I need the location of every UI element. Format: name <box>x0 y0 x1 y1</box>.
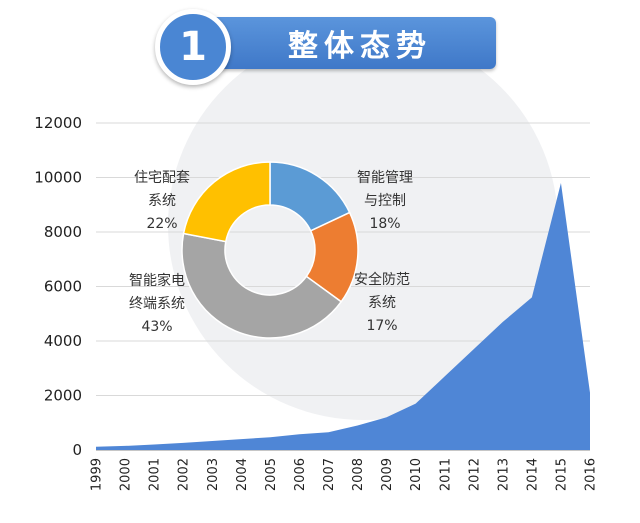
pie-label: 智能家电终端系统 43% <box>129 272 185 335</box>
section-number: 1 <box>179 24 207 70</box>
y-tick-label: 10000 <box>34 169 82 187</box>
x-tick-label: 2002 <box>177 458 192 491</box>
x-tick-label: 2000 <box>119 458 134 491</box>
pie-label: 智能管理与控制 18% <box>357 170 413 232</box>
x-tick-label: 2016 <box>584 458 599 491</box>
y-tick-label: 4000 <box>44 332 82 350</box>
y-tick-label: 12000 <box>34 114 82 132</box>
x-tick-label: 1999 <box>90 458 105 491</box>
x-tick-label: 2011 <box>438 458 453 491</box>
x-tick-label: 2003 <box>206 458 221 491</box>
y-tick-label: 8000 <box>44 223 82 241</box>
pie-slice <box>182 161 271 243</box>
x-tick-label: 2013 <box>496 458 511 491</box>
x-tick-label: 2005 <box>264 458 279 491</box>
section-number-badge: 1 <box>155 9 231 85</box>
pie-label: 住宅配套系统 22% <box>134 170 190 232</box>
x-tick-label: 2008 <box>351 458 366 491</box>
pie-slice <box>181 232 343 339</box>
y-tick-label: 6000 <box>44 278 82 296</box>
x-tick-label: 2014 <box>525 458 540 491</box>
pie-label: 安全防范系统 17% <box>354 271 410 334</box>
header-banner: 整体态势 <box>200 17 496 69</box>
x-tick-label: 2015 <box>554 458 569 491</box>
x-tick-label: 2012 <box>467 458 482 491</box>
x-tick-label: 2010 <box>409 458 424 491</box>
y-tick-label: 0 <box>72 441 82 459</box>
y-tick-label: 2000 <box>44 387 82 405</box>
x-tick-label: 2007 <box>322 458 337 491</box>
x-tick-label: 2009 <box>380 458 395 491</box>
x-tick-label: 2006 <box>293 458 308 491</box>
page-title: 整体态势 <box>288 29 432 64</box>
area-series <box>96 182 590 450</box>
x-tick-label: 2004 <box>235 458 250 491</box>
x-tick-label: 2001 <box>148 458 163 491</box>
